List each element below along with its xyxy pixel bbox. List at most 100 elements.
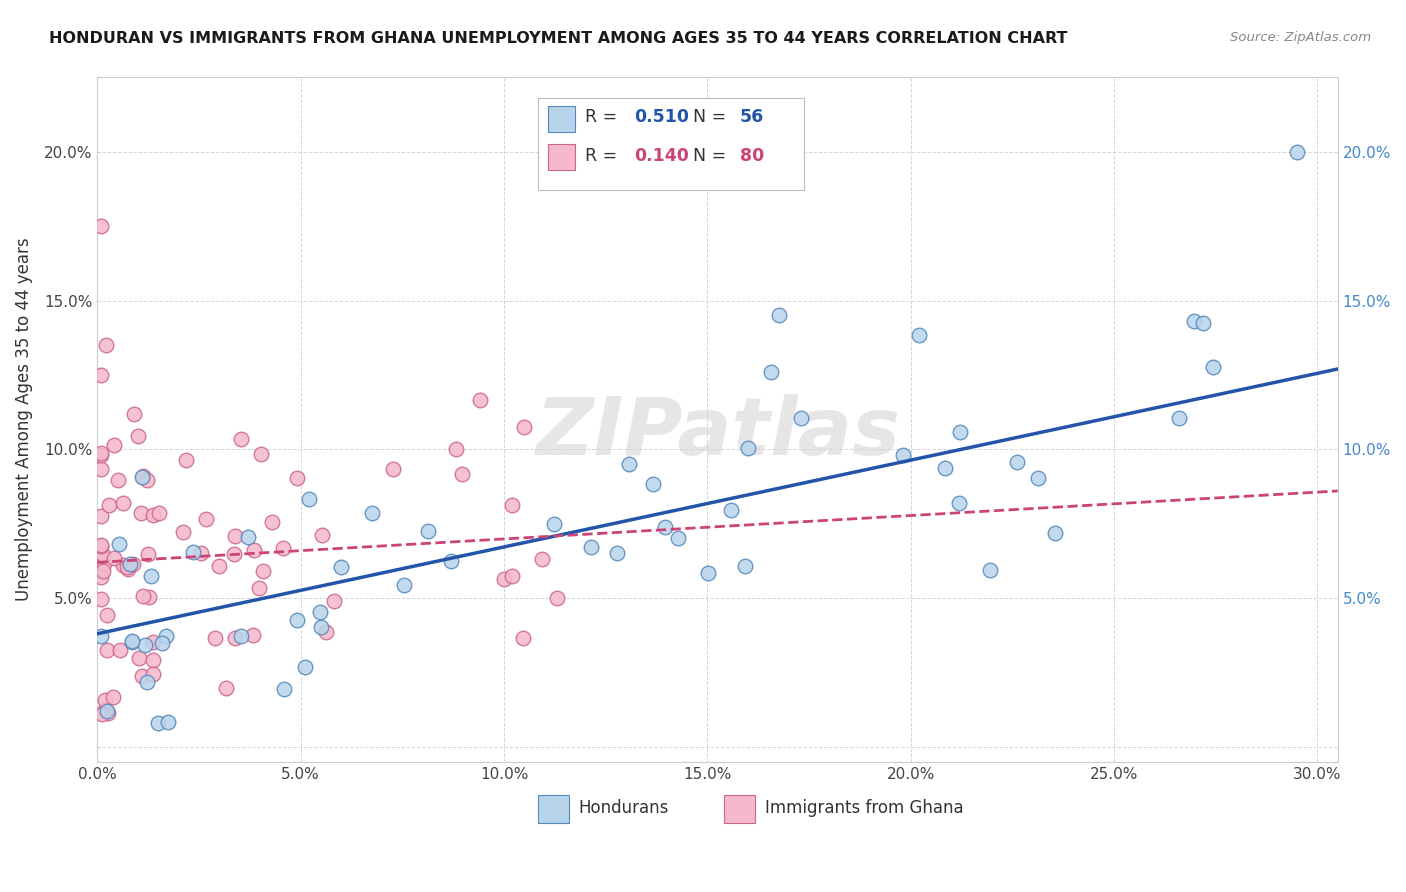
Point — [90, 570, 112, 584]
Point — [90, 538, 112, 552]
Text: Immigrants from Ghana: Immigrants from Ghana — [765, 799, 963, 817]
Point — [243, 543, 266, 558]
Text: R =: R = — [585, 108, 623, 126]
Point — [273, 541, 295, 556]
Point — [224, 631, 246, 645]
Point — [194, 511, 217, 525]
Point — [142, 666, 165, 681]
FancyBboxPatch shape — [537, 98, 804, 190]
Point — [546, 591, 568, 605]
Point — [1182, 313, 1205, 327]
Point — [108, 642, 131, 657]
Text: N =: N = — [693, 108, 731, 126]
Point — [90, 592, 112, 607]
Point — [382, 461, 405, 475]
Point — [1045, 525, 1067, 540]
Point — [107, 473, 129, 487]
Point — [1005, 455, 1028, 469]
Point — [108, 537, 131, 551]
Point — [132, 469, 155, 483]
Point — [141, 568, 163, 582]
Point — [229, 432, 252, 446]
Point — [93, 692, 115, 706]
Point — [470, 392, 492, 407]
Point — [204, 632, 226, 646]
Point — [392, 578, 415, 592]
Point — [641, 477, 664, 491]
FancyBboxPatch shape — [547, 106, 575, 132]
Point — [579, 541, 602, 555]
Point — [215, 681, 238, 696]
FancyBboxPatch shape — [537, 795, 568, 823]
Point — [737, 441, 759, 455]
Point — [720, 502, 742, 516]
Point — [285, 470, 308, 484]
Point — [176, 452, 198, 467]
Point — [360, 506, 382, 520]
Point — [617, 457, 640, 471]
Point — [790, 411, 813, 425]
Point — [103, 551, 125, 566]
Point — [117, 559, 139, 574]
Point — [155, 629, 177, 643]
Point — [236, 530, 259, 544]
Point — [138, 590, 160, 604]
Point — [96, 705, 118, 719]
Point — [117, 562, 139, 576]
Point — [298, 491, 321, 506]
Point — [129, 506, 152, 520]
Point — [136, 674, 159, 689]
Point — [949, 425, 972, 439]
Point — [135, 473, 157, 487]
Point — [121, 635, 143, 649]
Point — [190, 546, 212, 560]
Point — [142, 508, 165, 522]
Point — [315, 625, 337, 640]
Point — [668, 531, 690, 545]
Point — [96, 608, 118, 623]
Point — [90, 219, 112, 234]
Point — [96, 643, 118, 657]
Point — [97, 706, 120, 720]
Point — [513, 419, 536, 434]
Point — [103, 690, 125, 704]
Point — [112, 496, 135, 510]
Point — [242, 628, 264, 642]
Point — [131, 668, 153, 682]
Point — [224, 528, 246, 542]
Point — [121, 633, 143, 648]
Point — [136, 547, 159, 561]
Point — [1026, 471, 1049, 485]
Point — [891, 448, 914, 462]
Text: Source: ZipAtlas.com: Source: ZipAtlas.com — [1230, 31, 1371, 45]
Point — [416, 524, 439, 539]
Point — [94, 703, 117, 717]
Point — [103, 438, 125, 452]
Point — [948, 496, 970, 510]
Point — [907, 327, 929, 342]
Point — [93, 557, 115, 571]
Point — [90, 539, 112, 553]
Point — [273, 681, 295, 696]
Point — [156, 715, 179, 730]
Point — [1168, 410, 1191, 425]
Point — [224, 547, 246, 561]
Point — [444, 442, 467, 456]
Point — [90, 445, 112, 459]
Point — [90, 549, 112, 563]
Point — [768, 308, 790, 322]
Point — [323, 594, 346, 608]
Point — [1286, 145, 1309, 159]
Y-axis label: Unemployment Among Ages 35 to 44 years: Unemployment Among Ages 35 to 44 years — [15, 238, 32, 601]
Point — [501, 499, 523, 513]
Point — [530, 552, 553, 566]
Point — [1191, 317, 1213, 331]
Point — [285, 613, 308, 627]
Point — [148, 716, 170, 731]
Text: Hondurans: Hondurans — [579, 799, 669, 817]
Point — [934, 461, 956, 475]
Point — [142, 635, 165, 649]
Point — [309, 620, 332, 634]
Point — [96, 338, 118, 352]
Point — [91, 564, 114, 578]
